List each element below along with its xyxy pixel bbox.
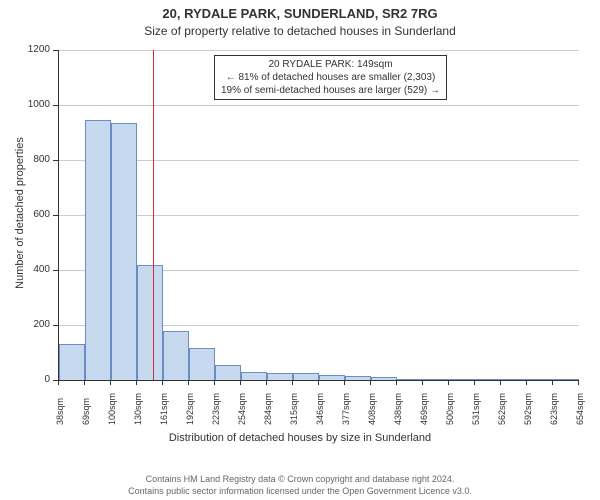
- histogram-bar: [397, 379, 423, 380]
- x-tick-label: 562sqm: [497, 393, 507, 425]
- x-tick: [84, 380, 85, 385]
- grid-line: [59, 50, 579, 51]
- x-tick-label: 223sqm: [211, 393, 221, 425]
- x-tick: [344, 380, 345, 385]
- x-tick: [136, 380, 137, 385]
- x-tick-label: 408sqm: [367, 393, 377, 425]
- y-tick: [53, 325, 58, 326]
- x-tick: [58, 380, 59, 385]
- y-tick: [53, 215, 58, 216]
- y-tick-label: 1200: [20, 44, 50, 55]
- x-tick: [318, 380, 319, 385]
- y-tick: [53, 270, 58, 271]
- x-tick-label: 284sqm: [263, 393, 273, 425]
- x-tick: [422, 380, 423, 385]
- page-subtitle: Size of property relative to detached ho…: [0, 24, 600, 38]
- y-tick-label: 0: [20, 374, 50, 385]
- histogram-bar: [85, 120, 111, 380]
- x-tick: [474, 380, 475, 385]
- x-tick-label: 192sqm: [185, 393, 195, 425]
- x-tick: [448, 380, 449, 385]
- histogram-bar: [163, 331, 189, 381]
- x-tick-label: 254sqm: [237, 393, 247, 425]
- grid-line: [59, 160, 579, 161]
- x-tick-label: 161sqm: [159, 393, 169, 425]
- histogram-bar: [59, 344, 85, 380]
- footer-line-1: Contains HM Land Registry data © Crown c…: [0, 474, 600, 484]
- x-tick: [552, 380, 553, 385]
- plot-area: 20 RYDALE PARK: 149sqm← 81% of detached …: [58, 50, 579, 381]
- annotation-line: 19% of semi-detached houses are larger (…: [221, 84, 440, 97]
- histogram-bar: [345, 376, 371, 380]
- histogram-bar: [111, 123, 137, 380]
- x-tick-label: 623sqm: [549, 393, 559, 425]
- x-tick-label: 100sqm: [107, 393, 117, 425]
- x-tick-label: 315sqm: [289, 393, 299, 425]
- x-tick-label: 130sqm: [133, 393, 143, 425]
- x-tick: [266, 380, 267, 385]
- x-tick: [500, 380, 501, 385]
- x-tick-label: 592sqm: [523, 393, 533, 425]
- x-tick-label: 654sqm: [575, 393, 585, 425]
- chart-container: 20, RYDALE PARK, SUNDERLAND, SR2 7RG Siz…: [0, 0, 600, 500]
- x-tick-label: 438sqm: [393, 393, 403, 425]
- y-tick-label: 400: [20, 264, 50, 275]
- histogram-bar: [241, 372, 267, 380]
- histogram-bar: [215, 365, 241, 380]
- x-tick-label: 69sqm: [81, 398, 91, 425]
- x-axis-label: Distribution of detached houses by size …: [0, 432, 600, 444]
- page-title: 20, RYDALE PARK, SUNDERLAND, SR2 7RG: [0, 6, 600, 21]
- histogram-bar: [501, 379, 527, 380]
- histogram-bar: [137, 265, 163, 381]
- x-tick-label: 377sqm: [341, 393, 351, 425]
- histogram-bar: [553, 379, 579, 380]
- y-tick: [53, 105, 58, 106]
- annotation-box: 20 RYDALE PARK: 149sqm← 81% of detached …: [214, 55, 447, 100]
- x-tick-label: 469sqm: [419, 393, 429, 425]
- x-tick-label: 500sqm: [445, 393, 455, 425]
- x-tick-label: 346sqm: [315, 393, 325, 425]
- histogram-bar: [475, 379, 501, 380]
- histogram-bar: [449, 379, 475, 380]
- x-tick: [578, 380, 579, 385]
- y-tick: [53, 160, 58, 161]
- x-tick-label: 38sqm: [55, 398, 65, 425]
- histogram-bar: [371, 377, 397, 380]
- y-tick-label: 600: [20, 209, 50, 220]
- annotation-line: 20 RYDALE PARK: 149sqm: [221, 58, 440, 71]
- footer-line-2: Contains public sector information licen…: [0, 486, 600, 496]
- y-tick-label: 800: [20, 154, 50, 165]
- histogram-bar: [319, 375, 345, 380]
- x-tick: [292, 380, 293, 385]
- x-tick: [240, 380, 241, 385]
- annotation-line: ← 81% of detached houses are smaller (2,…: [221, 71, 440, 84]
- x-tick: [214, 380, 215, 385]
- x-tick: [110, 380, 111, 385]
- x-tick: [188, 380, 189, 385]
- histogram-bar: [527, 379, 553, 380]
- x-tick-label: 531sqm: [471, 393, 481, 425]
- histogram-bar: [189, 348, 215, 380]
- histogram-bar: [267, 373, 293, 380]
- x-tick: [162, 380, 163, 385]
- x-tick: [526, 380, 527, 385]
- grid-line: [59, 215, 579, 216]
- reference-line: [153, 50, 154, 380]
- grid-line: [59, 105, 579, 106]
- histogram-bar: [293, 373, 319, 380]
- x-tick: [370, 380, 371, 385]
- y-tick-label: 200: [20, 319, 50, 330]
- x-tick: [396, 380, 397, 385]
- y-tick: [53, 50, 58, 51]
- histogram-bar: [423, 379, 449, 380]
- y-tick-label: 1000: [20, 99, 50, 110]
